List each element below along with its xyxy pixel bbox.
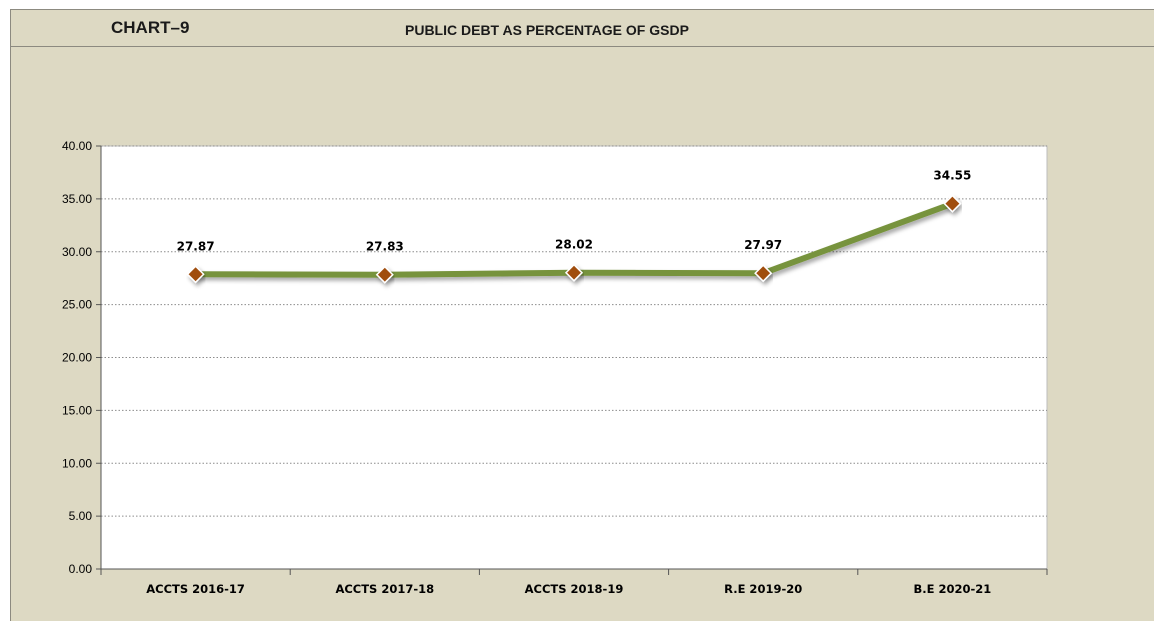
y-axis-ticks: 0.00 5.00 10.00 15.00 20.00 25.00 30.00 35.00 40… — [62, 139, 101, 576]
data-point — [186, 265, 205, 284]
data-point — [375, 265, 394, 284]
data-label: 27.83 — [366, 240, 404, 254]
y-tick-label: 20.00 — [62, 351, 92, 365]
y-tick-label: 25.00 — [62, 298, 92, 312]
data-point — [943, 194, 962, 213]
chart-number: CHART–9 — [111, 18, 190, 37]
y-tick-label: 0.00 — [69, 562, 93, 576]
x-tick-label: ACCTS 2018-19 — [525, 582, 624, 596]
marker-group — [186, 194, 962, 284]
y-tick-label: 15.00 — [62, 403, 92, 417]
data-point — [754, 264, 773, 283]
x-axis-ticks: ACCTS 2016-17 ACCTS 2017-18 ACCTS 2018-19 R… — [100, 569, 1048, 596]
data-label: 27.97 — [744, 238, 782, 252]
data-label: 28.02 — [555, 238, 593, 252]
chart-header: CHART–9 PUBLIC DEBT AS PERCENTAGE OF GSD… — [10, 9, 1154, 47]
y-tick-label: 30.00 — [62, 245, 92, 259]
data-label: 34.55 — [933, 169, 971, 183]
chart-title: PUBLIC DEBT AS PERCENTAGE OF GSDP — [405, 22, 689, 38]
y-tick-label: 40.00 — [62, 139, 92, 153]
x-tick-label: R.E 2019-20 — [724, 582, 802, 596]
x-tick-label: ACCTS 2017-18 — [335, 582, 434, 596]
y-tick-label: 35.00 — [62, 192, 92, 206]
x-tick-label: B.E 2020-21 — [914, 582, 992, 596]
data-label: 27.87 — [177, 239, 215, 253]
data-label-group: 27.87 27.83 28.02 27.97 34.55 — [177, 169, 972, 254]
y-tick-label: 10.00 — [62, 456, 92, 470]
y-tick-label: 5.00 — [69, 509, 93, 523]
grid-lines — [101, 145, 1047, 517]
x-tick-label: ACCTS 2016-17 — [146, 582, 245, 596]
panel-border — [10, 47, 11, 621]
data-point — [564, 263, 584, 282]
